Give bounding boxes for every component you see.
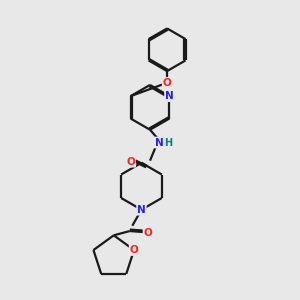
Text: N: N [137, 205, 146, 215]
Text: H: H [164, 137, 172, 148]
Text: N: N [155, 137, 164, 148]
Text: O: O [143, 228, 152, 238]
Text: O: O [126, 157, 135, 167]
Text: O: O [130, 245, 138, 255]
Text: N: N [165, 91, 174, 101]
Text: O: O [163, 78, 171, 88]
